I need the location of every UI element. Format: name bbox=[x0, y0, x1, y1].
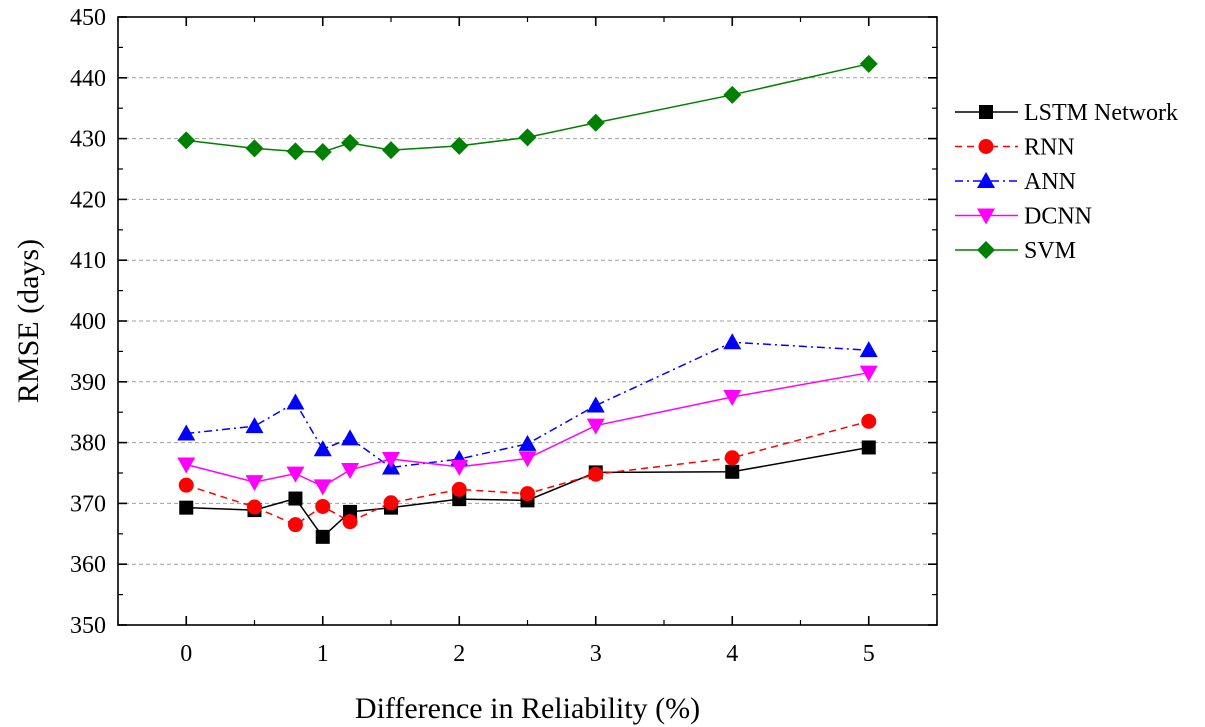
x-tick-label: 3 bbox=[590, 641, 602, 667]
data-point-svm bbox=[245, 139, 264, 158]
y-tick-label: 360 bbox=[70, 552, 106, 578]
x-tick-label: 1 bbox=[317, 641, 329, 667]
y-axis-label: RMSE (days) bbox=[12, 239, 45, 403]
data-point-rnn bbox=[287, 517, 303, 533]
data-point-rnn bbox=[247, 499, 262, 515]
data-point-ann bbox=[341, 429, 360, 446]
x-tick-label: 2 bbox=[453, 641, 465, 667]
data-point-ann bbox=[518, 434, 537, 451]
data-point-svm bbox=[286, 142, 305, 161]
y-tick-label: 450 bbox=[70, 5, 106, 31]
series-ann bbox=[177, 333, 878, 475]
data-point-rnn bbox=[178, 477, 194, 493]
y-tick-label: 430 bbox=[70, 127, 106, 153]
x-tick-label: 5 bbox=[863, 641, 875, 667]
legend-item-ann: ANN bbox=[955, 169, 1076, 195]
x-axis-label: Difference in Reliability (%) bbox=[355, 692, 700, 725]
legend-item-rnn: RNN bbox=[955, 135, 1075, 161]
legend-label-ann: ANN bbox=[1024, 169, 1076, 195]
legend-label-dcnn: DCNN bbox=[1024, 204, 1092, 230]
y-tick-label: 370 bbox=[70, 491, 106, 517]
data-point-svm bbox=[177, 131, 196, 150]
legend-marker-dcnn bbox=[977, 208, 995, 225]
series-layer bbox=[177, 54, 878, 544]
x-tick-label: 4 bbox=[726, 641, 738, 667]
legend-marker-rnn bbox=[978, 139, 994, 154]
data-point-dcnn bbox=[586, 418, 605, 435]
data-point-svm bbox=[313, 142, 332, 161]
data-point-dcnn bbox=[245, 475, 264, 492]
data-point-svm bbox=[341, 133, 360, 152]
legend-marker-ann bbox=[977, 172, 995, 188]
data-point-ann bbox=[586, 396, 605, 413]
legend-item-svm: SVM bbox=[955, 238, 1076, 264]
data-point-lstm-network bbox=[315, 529, 330, 544]
legend-item-dcnn: DCNN bbox=[955, 204, 1092, 230]
data-point-dcnn bbox=[723, 390, 742, 406]
data-point-lstm-network bbox=[179, 500, 194, 515]
legend-label-svm: SVM bbox=[1024, 238, 1076, 264]
legend-marker-lstm-network bbox=[979, 105, 993, 119]
series-line-rnn bbox=[186, 420, 869, 526]
data-point-svm bbox=[723, 85, 742, 104]
legend-item-lstm-network: LSTM Network bbox=[955, 100, 1178, 126]
y-tick-label: 350 bbox=[70, 613, 106, 639]
data-point-rnn bbox=[588, 466, 604, 482]
data-point-svm bbox=[382, 141, 400, 160]
data-point-ann bbox=[177, 424, 196, 441]
legend-marker-svm bbox=[977, 241, 995, 259]
y-tick-label: 410 bbox=[70, 248, 106, 274]
data-point-rnn bbox=[520, 486, 535, 502]
data-point-dcnn bbox=[518, 451, 537, 468]
y-tick-label: 440 bbox=[70, 66, 106, 92]
data-point-rnn bbox=[451, 481, 467, 497]
series-dcnn bbox=[177, 365, 878, 496]
data-point-dcnn bbox=[450, 459, 469, 476]
data-point-svm bbox=[518, 128, 537, 147]
data-point-dcnn bbox=[382, 452, 400, 469]
y-tick-label: 400 bbox=[70, 309, 106, 335]
y-tick-label: 390 bbox=[70, 370, 106, 396]
legend-label-lstm-network: LSTM Network bbox=[1024, 100, 1178, 126]
data-point-dcnn bbox=[313, 479, 332, 496]
data-point-svm bbox=[859, 54, 878, 73]
data-point-lstm-network bbox=[725, 464, 740, 479]
data-point-rnn bbox=[383, 495, 399, 511]
data-point-rnn bbox=[861, 413, 877, 429]
legend: LSTM Network RNN ANN DCNN SVM bbox=[955, 100, 1178, 264]
legend-label-rnn: RNN bbox=[1024, 135, 1075, 161]
data-point-ann bbox=[245, 417, 264, 434]
y-tick-label: 420 bbox=[70, 187, 106, 213]
data-point-dcnn bbox=[177, 457, 196, 474]
series-line-ann bbox=[186, 341, 869, 469]
data-point-dcnn bbox=[286, 466, 305, 483]
series-svm bbox=[177, 54, 878, 161]
data-point-ann bbox=[859, 341, 878, 358]
x-axis: 0 1 2 3 4 5 bbox=[117, 17, 938, 667]
data-point-lstm-network bbox=[288, 491, 303, 506]
y-tick-label: 380 bbox=[70, 431, 106, 457]
data-point-ann bbox=[723, 333, 742, 350]
series-rnn bbox=[178, 413, 877, 533]
data-point-svm bbox=[450, 136, 469, 155]
data-point-rnn bbox=[724, 450, 740, 466]
data-point-lstm-network bbox=[861, 440, 876, 455]
data-point-ann bbox=[313, 440, 332, 457]
data-point-rnn bbox=[315, 498, 331, 514]
data-point-dcnn bbox=[859, 365, 878, 382]
data-point-svm bbox=[586, 113, 605, 132]
y-axis: 350 360 370 380 390 400 410 420 430 440 450 bbox=[70, 5, 937, 639]
x-tick-label: 0 bbox=[180, 641, 192, 667]
data-point-rnn bbox=[342, 514, 358, 530]
data-point-dcnn bbox=[341, 462, 360, 479]
data-point-ann bbox=[286, 393, 305, 410]
